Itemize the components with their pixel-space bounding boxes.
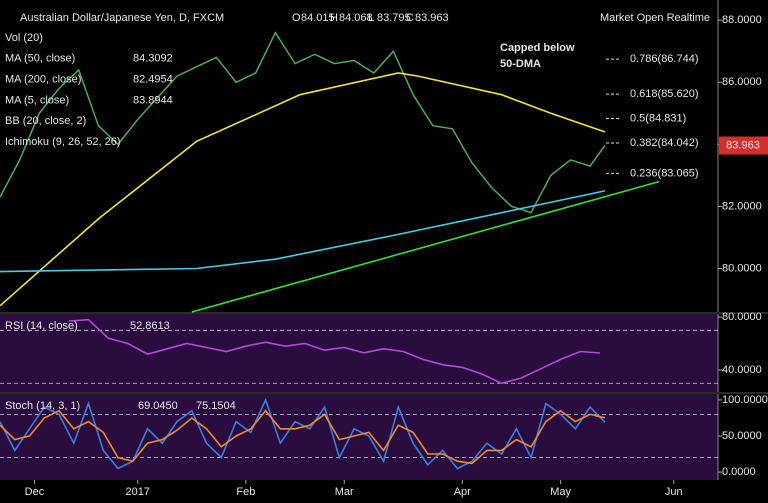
quote-value: 83.795 <box>377 12 411 24</box>
fib-label: 0.382(84.042) <box>630 137 699 149</box>
y-tick-label: 80.0000 <box>722 311 762 323</box>
quote-label: H <box>330 12 338 24</box>
series-line <box>0 409 606 465</box>
series-line <box>0 72 606 307</box>
y-tick-label: 82.0000 <box>722 200 762 212</box>
legend-name: BB (20, close, 2) <box>5 115 86 127</box>
legend-name: MA (200, close) <box>5 74 81 86</box>
quote-label: C <box>406 12 414 24</box>
quote-label: O <box>292 12 301 24</box>
y-tick-label: 88.0000 <box>722 14 762 26</box>
y-tick-label: 40.0000 <box>722 364 762 376</box>
panel-background <box>0 394 718 480</box>
y-tick-label: 0.0000 <box>722 466 756 478</box>
y-tick-label: 86.0000 <box>722 76 762 88</box>
panel-background <box>0 0 718 312</box>
quote-value: 84.068 <box>339 12 373 24</box>
legend-name: Ichimoku (9, 26, 52, 26) <box>5 136 121 148</box>
legend-value: 82.4954 <box>133 74 173 86</box>
legend-value: 84.3092 <box>133 53 173 65</box>
quote-value: 84.015 <box>301 12 335 24</box>
series-line <box>0 31 606 214</box>
legend-name: MA (5, close) <box>5 94 69 106</box>
series-line <box>0 397 606 470</box>
x-tick-label: Mar <box>335 486 354 498</box>
legend-name: MA (50, close) <box>5 53 75 65</box>
legend-value: 69.0450 <box>138 400 178 412</box>
series-line <box>191 180 660 313</box>
last-price-box <box>719 136 768 155</box>
y-tick-label: 100.0000 <box>722 394 768 406</box>
y-tick-label: 50.0000 <box>722 430 762 442</box>
quote-label: L <box>368 12 374 24</box>
x-tick-label: Jun <box>665 486 683 498</box>
legend-value: 52.8613 <box>130 320 170 332</box>
legend-name: RSI (14, close) <box>5 320 78 332</box>
fib-label: 0.786(86.744) <box>630 53 699 65</box>
x-tick-label: May <box>550 486 571 498</box>
series-line <box>68 318 601 385</box>
fib-label: 0.618(85.620) <box>630 88 699 100</box>
legend-value: 75.1504 <box>196 400 236 412</box>
fib-label: 0.236(83.065) <box>630 167 699 179</box>
x-tick-label: Dec <box>25 486 45 498</box>
annotation: Capped below <box>500 42 575 54</box>
status: Market Open Realtime <box>600 12 710 24</box>
series-line <box>0 190 606 273</box>
last-price-label: 83.963 <box>726 139 760 151</box>
legend-name: Stoch (14, 3, 1) <box>5 400 80 412</box>
legend-value: 83.8944 <box>133 94 173 106</box>
x-tick-label: Feb <box>236 486 255 498</box>
legend-name: Vol (20) <box>5 32 43 44</box>
chart-title: Australian Dollar/Japanese Yen, D, FXCM <box>20 12 224 24</box>
fib-label: 0.5(84.831) <box>630 112 686 124</box>
quote-value: 83.963 <box>415 12 449 24</box>
x-tick-label: Apr <box>454 486 471 498</box>
x-tick-label: 2017 <box>125 486 149 498</box>
panel-background <box>0 314 718 392</box>
annotation: 50-DMA <box>500 58 541 70</box>
y-tick-label: 80.0000 <box>722 262 762 274</box>
